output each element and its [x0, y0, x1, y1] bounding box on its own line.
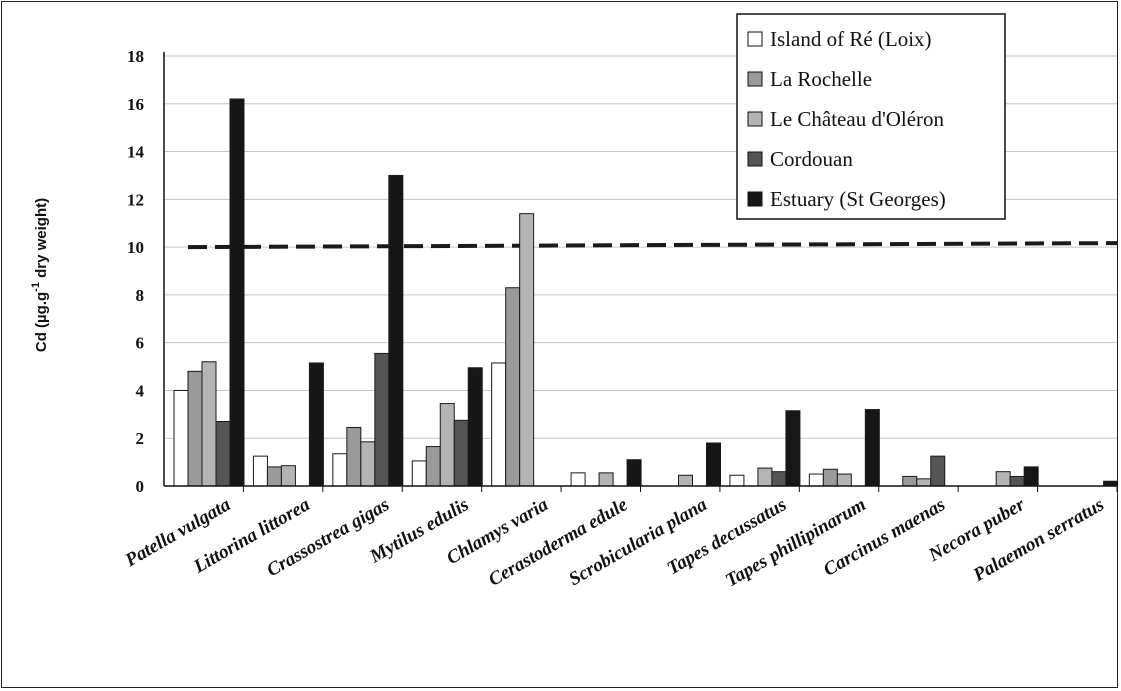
bar-4-8	[771, 471, 787, 487]
legend-swatch	[747, 191, 763, 207]
legend-label: La Rochelle	[770, 67, 872, 91]
threshold-line	[187, 241, 1118, 250]
x-category-label: Cerastoderma edule	[485, 494, 632, 591]
bar-5-3	[388, 174, 404, 487]
y-tick-label: 14	[127, 143, 145, 162]
bar-4-4	[453, 419, 469, 487]
bar-5-6	[626, 459, 642, 487]
legend-swatch	[747, 111, 763, 127]
bar-2-10	[902, 475, 918, 487]
bar-3-10	[916, 478, 932, 487]
y-tick-label: 10	[127, 238, 144, 257]
bar-2-4	[425, 446, 441, 487]
bar-5-2	[308, 362, 324, 487]
axes	[163, 52, 1118, 492]
bar-5-7	[706, 442, 721, 487]
y-tick-label: 0	[136, 477, 145, 496]
bar-5-9	[864, 409, 880, 487]
bar-3-4	[439, 403, 455, 487]
bar-4-1	[215, 421, 231, 487]
bar-1-3	[332, 453, 348, 487]
legend-swatch	[747, 151, 763, 167]
bar-1-4	[411, 460, 427, 487]
y-tick-label: 16	[127, 95, 144, 114]
y-tick-label: 2	[136, 429, 145, 448]
bar-2-1	[187, 370, 203, 487]
x-category-label: Scrobicularia plana	[565, 494, 711, 590]
bar-5-8	[785, 410, 801, 487]
bar-4-3	[374, 352, 390, 487]
bar-3-3	[360, 441, 376, 487]
bars	[173, 98, 1119, 487]
bar-4-10	[930, 455, 946, 487]
y-tick-label: 18	[127, 47, 144, 66]
y-axis-label-main: Cd (µg.g	[33, 292, 50, 352]
bar-3-5	[519, 213, 535, 487]
y-tick-labels: 0 2 4 6 8 10 12 14 16 18	[127, 47, 145, 496]
legend-box	[736, 13, 1006, 220]
legend-swatch	[747, 31, 763, 47]
bar-3-8	[757, 467, 773, 487]
bar-2-9	[822, 468, 838, 487]
bar-5-11	[1023, 466, 1039, 487]
bar-5-4	[467, 367, 483, 487]
legend-label: Island of Ré (Loix)	[770, 27, 932, 51]
bar-3-2	[280, 465, 296, 487]
bar-1-6	[570, 472, 586, 487]
bar-1-2	[252, 455, 268, 487]
bar-2-3	[346, 426, 362, 487]
y-tick-label: 8	[136, 286, 145, 305]
x-category-label: Palaemon serratus	[969, 494, 1108, 586]
bar-3-7	[678, 474, 693, 487]
legend-label: Le Château d'Oléron	[770, 107, 945, 131]
bar-1-8	[729, 474, 745, 487]
bar-3-6	[598, 472, 614, 487]
y-tick-label: 6	[136, 334, 145, 353]
bar-4-11	[1009, 475, 1025, 487]
bar-1-1	[173, 389, 189, 487]
bar-3-9	[836, 473, 852, 487]
legend-swatch	[747, 71, 763, 87]
bar-1-9	[808, 473, 824, 487]
legend: Island of Ré (Loix) La Rochelle Le Château…	[736, 13, 1006, 220]
y-axis-label-superscript: -1	[30, 282, 42, 292]
y-axis-label: Cd (µg.g-1 dry weight)	[30, 198, 50, 352]
bar-1-5	[491, 362, 507, 487]
bar-3-11	[995, 471, 1011, 487]
bar-2-2	[266, 466, 282, 487]
legend-label: Estuary (St Georges)	[770, 187, 946, 211]
legend-label: Cordouan	[770, 147, 853, 171]
y-tick-label: 4	[136, 381, 145, 400]
y-tick-label: 12	[127, 190, 144, 209]
bar-3-1	[201, 361, 217, 487]
threshold-line-group	[187, 241, 1118, 250]
x-category-label: Tapes phillipinarum	[722, 494, 870, 591]
y-axis-label-rest: dry weight)	[33, 198, 50, 282]
bar-5-1	[229, 98, 245, 487]
bar-2-5	[505, 287, 521, 487]
